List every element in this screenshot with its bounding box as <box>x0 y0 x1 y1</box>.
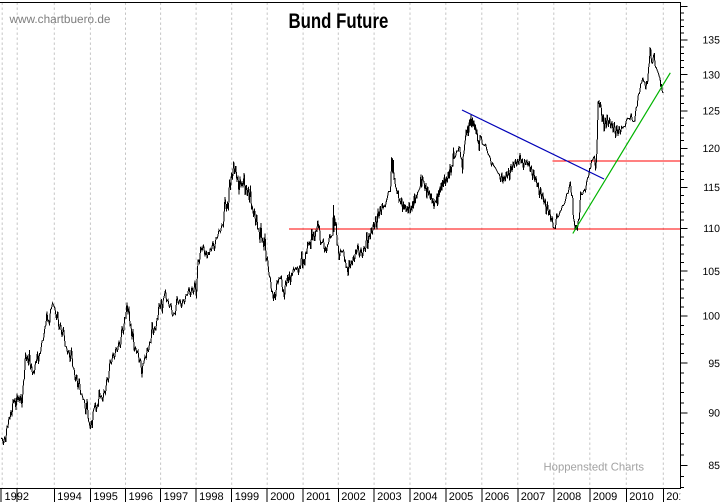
svg-text:95: 95 <box>708 358 720 370</box>
svg-text:1999: 1999 <box>235 491 259 502</box>
svg-text:1996: 1996 <box>129 491 153 502</box>
svg-text:2010: 2010 <box>629 491 653 502</box>
svg-text:90: 90 <box>708 408 720 420</box>
svg-text:1998: 1998 <box>199 491 223 502</box>
svg-text:www.chartbuero.de: www.chartbuero.de <box>9 12 111 26</box>
svg-text:1997: 1997 <box>164 491 188 502</box>
svg-text:1995: 1995 <box>93 491 117 502</box>
svg-text:2004: 2004 <box>413 491 437 502</box>
svg-text:125: 125 <box>702 105 720 117</box>
svg-text:2005: 2005 <box>449 491 473 502</box>
svg-text:2002: 2002 <box>341 491 365 502</box>
svg-text:105: 105 <box>702 266 720 278</box>
svg-text:110: 110 <box>703 223 720 235</box>
svg-text:115: 115 <box>703 182 720 194</box>
svg-text:85: 85 <box>708 460 720 472</box>
svg-text:135: 135 <box>702 35 720 47</box>
svg-text:130: 130 <box>702 69 720 81</box>
svg-text:2008: 2008 <box>557 491 581 502</box>
svg-text:120: 120 <box>702 143 720 155</box>
svg-text:2001: 2001 <box>306 491 330 502</box>
svg-text:Hoppenstedt Charts: Hoppenstedt Charts <box>544 462 645 474</box>
svg-text:2009: 2009 <box>593 491 617 502</box>
svg-text:2000: 2000 <box>270 491 294 502</box>
svg-text:2006: 2006 <box>485 491 509 502</box>
svg-text:100: 100 <box>702 311 720 323</box>
svg-text:1994: 1994 <box>57 491 81 502</box>
svg-text:1992: 1992 <box>5 491 29 502</box>
svg-text:2003: 2003 <box>377 491 401 502</box>
svg-text:2011: 2011 <box>666 491 690 502</box>
svg-text:2007: 2007 <box>521 491 545 502</box>
